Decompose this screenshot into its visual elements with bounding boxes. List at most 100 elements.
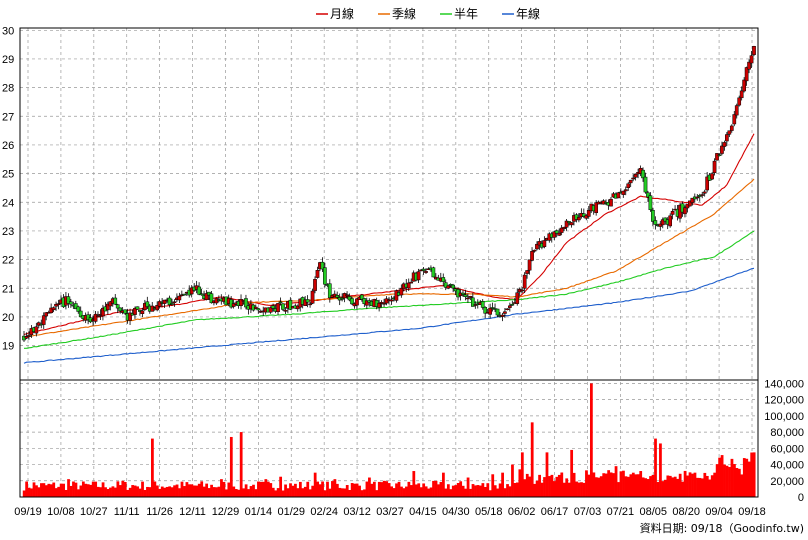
volume-bar	[188, 484, 191, 497]
candle-body	[113, 297, 118, 305]
volume-bar	[629, 474, 633, 497]
volume-bar	[111, 486, 115, 497]
volume-bar	[141, 481, 144, 497]
volume-bar	[683, 470, 687, 497]
candle-body	[532, 249, 537, 252]
volume-bar	[434, 480, 438, 497]
volume-bar	[183, 486, 186, 497]
volume-bar	[501, 472, 504, 497]
volume-bar	[750, 452, 754, 497]
candle-body	[431, 267, 436, 278]
volume-bar	[254, 489, 258, 497]
candle-body	[729, 125, 734, 131]
candle-body	[268, 307, 273, 313]
volume-bar	[737, 468, 741, 497]
candle-body	[118, 307, 123, 312]
volume-bar	[555, 476, 559, 497]
candle-body	[461, 292, 465, 295]
volume-bar	[681, 481, 685, 497]
volume-bar	[74, 482, 78, 497]
candle-body	[256, 308, 261, 311]
volume-bar	[582, 482, 586, 497]
candle-body	[96, 315, 100, 318]
volume-bar	[745, 458, 749, 497]
volume-bar	[622, 470, 625, 497]
candle-body	[648, 195, 653, 211]
candle-body	[717, 154, 722, 156]
candle-body	[653, 220, 658, 225]
candle-body	[347, 296, 352, 301]
volume-bar	[585, 470, 588, 497]
volume-bar	[659, 443, 662, 497]
volume-bar	[614, 466, 618, 497]
candle-body	[172, 301, 177, 304]
candle-body	[389, 299, 394, 302]
volume-bar	[607, 470, 611, 497]
date-tick-label: 11/26	[146, 506, 173, 518]
legend-label-0: 月線	[330, 6, 354, 21]
volume-bar	[671, 477, 675, 497]
volume-bar	[244, 484, 248, 497]
volume-bar	[577, 482, 581, 497]
price-tick-label: 22	[2, 255, 14, 267]
candle-body	[670, 211, 675, 215]
volume-bar	[202, 486, 206, 497]
moving-average-lines	[23, 133, 755, 364]
volume-bar	[439, 482, 443, 497]
candle-body	[633, 173, 638, 178]
volume-bar	[168, 486, 172, 497]
volume-bar	[128, 487, 132, 497]
volume-bar	[523, 479, 527, 497]
candle-body	[668, 215, 672, 227]
volume-bar	[710, 475, 714, 497]
candle-body	[197, 286, 201, 295]
volume-bar	[212, 487, 216, 497]
volume-bar	[116, 481, 120, 497]
volume-bar	[294, 483, 297, 497]
candle-body	[416, 271, 421, 281]
candle-body	[510, 303, 515, 306]
volume-bar	[742, 458, 746, 497]
volume-bar	[190, 484, 194, 497]
candle-body	[382, 303, 386, 305]
volume-bar	[733, 464, 736, 497]
candle-body	[229, 299, 234, 308]
volume-bar	[444, 488, 448, 497]
volume-bar	[708, 479, 712, 497]
candle-body	[303, 299, 307, 306]
volume-bar	[30, 488, 33, 497]
price-tick-label: 27	[2, 111, 14, 123]
date-tick-label: 02/24	[310, 506, 338, 518]
candle-body	[471, 297, 475, 307]
volume-bar	[676, 478, 680, 497]
volume-bar	[286, 488, 290, 497]
volume-bar	[649, 476, 652, 497]
volume-bar	[163, 487, 167, 497]
candle-body	[535, 243, 539, 250]
volume-bar	[479, 485, 482, 497]
legend-label-2: 半年	[454, 7, 478, 21]
volume-bar	[365, 481, 369, 497]
candle-body	[623, 189, 628, 192]
volume-bar	[693, 472, 697, 497]
volume-bar	[735, 467, 739, 497]
candle-body	[505, 308, 510, 311]
candle-body	[350, 298, 354, 305]
candle-body	[276, 303, 280, 313]
candle-body	[564, 220, 569, 228]
candle-body	[747, 61, 751, 70]
candle-body	[690, 197, 695, 203]
volume-bar	[464, 488, 467, 497]
candle-body	[73, 303, 78, 310]
candle-body	[24, 336, 29, 339]
volume-bar	[718, 457, 722, 497]
volume-tick-label: 0	[798, 492, 804, 504]
volume-bar	[377, 481, 381, 497]
volume-bar	[343, 488, 347, 497]
price-tick-label: 30	[2, 25, 14, 37]
volume-bar	[437, 484, 440, 497]
volume-bar	[666, 475, 670, 497]
candle-body	[145, 301, 150, 307]
price-tick-label: 21	[2, 283, 14, 295]
volume-bar	[44, 485, 48, 497]
